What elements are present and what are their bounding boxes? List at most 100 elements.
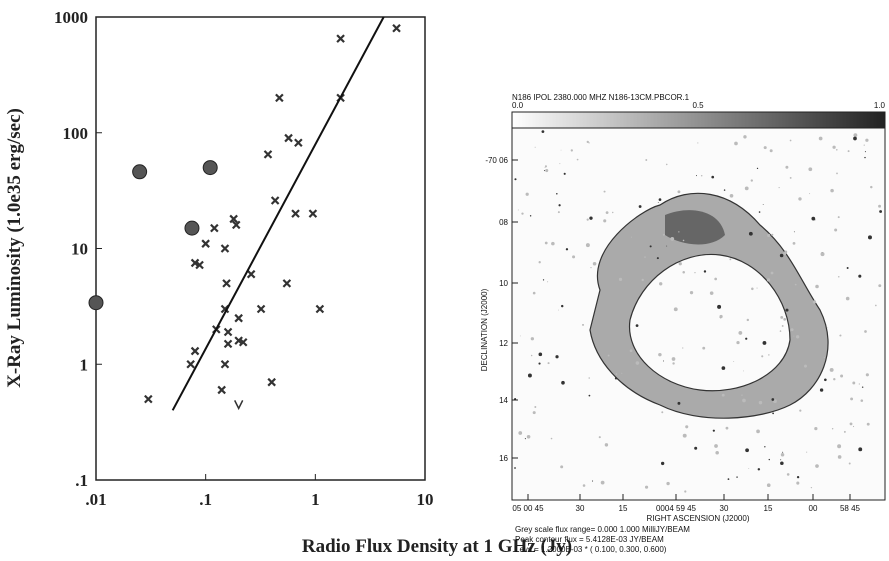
noise-dot: [538, 362, 541, 365]
noise-dot: [878, 284, 882, 288]
noise-dot: [717, 304, 722, 309]
y-tick-label: 10: [71, 240, 88, 259]
noise-dot: [789, 139, 792, 142]
noise-dot: [558, 204, 561, 207]
noise-dot: [846, 266, 849, 269]
noise-dot: [591, 480, 594, 482]
noise-dot: [677, 190, 681, 194]
noise-dot: [769, 149, 773, 153]
noise-dot: [558, 309, 559, 311]
noise-dot: [743, 370, 745, 372]
noise-dot: [585, 243, 590, 248]
noise-dot: [748, 231, 753, 236]
noise-dot: [702, 346, 706, 350]
image-frame: [511, 127, 886, 501]
noise-dot: [589, 216, 593, 220]
noise-dot: [766, 278, 771, 282]
noise-dot: [529, 215, 532, 217]
noise-dot: [618, 277, 623, 281]
noise-dot: [538, 261, 541, 264]
noise-dot: [830, 188, 834, 193]
noise-dot: [835, 148, 838, 151]
noise-dot: [695, 175, 697, 177]
noise-dot: [780, 459, 782, 461]
noise-dot: [837, 444, 842, 449]
noise-dot: [782, 451, 784, 453]
noise-dot: [799, 409, 802, 412]
point: [294, 138, 303, 148]
noise-dot: [666, 481, 670, 486]
image-header: N186 IPOL 2380.000 MHZ N186-13CM.PBCOR.1: [512, 93, 690, 102]
x-tick-label: 10: [417, 490, 434, 509]
noise-dot: [780, 452, 785, 457]
noise-dot: [780, 315, 784, 319]
point: [132, 164, 148, 180]
noise-dot: [660, 461, 665, 466]
noise-dot: [853, 136, 857, 141]
noise-dot: [530, 337, 534, 341]
noise-dot: [703, 270, 707, 273]
noise-dot: [657, 202, 659, 203]
noise-dot: [746, 318, 750, 322]
noise-dot: [670, 237, 675, 241]
image-footer: Grey scale flux range= 0.000 1.000 Milli…: [515, 525, 690, 534]
noise-dot: [767, 233, 771, 237]
noise-dot: [582, 484, 586, 487]
noise-dot: [756, 287, 758, 289]
noise-dot: [750, 179, 753, 182]
noise-dot: [795, 335, 800, 339]
noise-dot: [605, 211, 609, 215]
noise-dot: [785, 308, 789, 312]
noise-dot: [684, 490, 687, 493]
point: [190, 346, 200, 356]
noise-dot: [586, 140, 589, 144]
noise-dot: [809, 193, 811, 195]
noise-dot: [719, 314, 723, 319]
noise-dot: [733, 361, 735, 363]
point: [222, 279, 231, 288]
noise-dot: [649, 245, 652, 248]
noise-dot: [852, 425, 855, 428]
point: [220, 244, 230, 253]
noise-dot: [576, 158, 579, 161]
noise-dot: [673, 307, 678, 312]
noise-dot: [551, 241, 555, 246]
noise-dot: [590, 266, 592, 269]
noise-dot: [849, 422, 853, 426]
fit-line: [171, 16, 385, 411]
noise-dot: [827, 327, 829, 329]
y-axis-label: X-Ray Luminosity (1.0e35 erg/sec): [4, 108, 25, 388]
point: [210, 223, 219, 233]
image-y-tick-label: 08: [499, 218, 508, 227]
noise-dot: [532, 411, 536, 415]
noise-dot: [819, 388, 824, 392]
noise-dot: [725, 426, 729, 430]
noise-dot: [541, 130, 545, 133]
noise-dot: [561, 380, 565, 385]
noise-dot: [545, 168, 549, 173]
noise-dot: [727, 478, 730, 480]
noise-dot: [711, 175, 715, 179]
noise-dot: [878, 204, 881, 208]
noise-dot: [666, 245, 668, 247]
point: [234, 313, 243, 323]
noise-dot: [526, 435, 531, 439]
image-x-tick-label: 30: [576, 504, 585, 513]
image-y-tick-label: -70 06: [485, 156, 508, 165]
noise-dot: [721, 366, 726, 370]
noise-dot: [665, 163, 668, 166]
noise-dot: [603, 190, 606, 193]
noise-dot: [831, 427, 834, 430]
noise-dot: [560, 149, 562, 151]
noise-dot: [742, 398, 746, 403]
noise-dot: [823, 357, 825, 359]
noise-dot: [768, 458, 770, 461]
image-footer: Levs = 1.2000E-03 * ( 0.100, 0.300, 0.60…: [515, 545, 667, 554]
noise-dot: [781, 325, 784, 327]
point: [263, 150, 273, 159]
point: [201, 239, 210, 248]
noise-dot: [866, 422, 870, 426]
noise-dot: [563, 172, 566, 175]
noise-dot: [530, 354, 533, 357]
noise-dot: [762, 204, 764, 205]
